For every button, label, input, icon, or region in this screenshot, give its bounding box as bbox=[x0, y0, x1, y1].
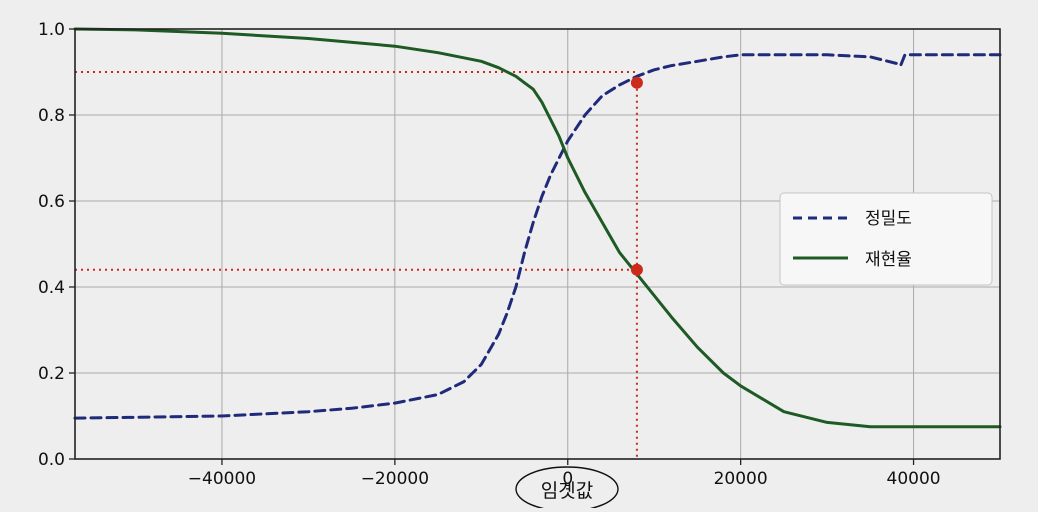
legend-box bbox=[779, 192, 993, 286]
series-lines bbox=[73, 27, 1002, 429]
y-tick-label: 0.2 bbox=[38, 364, 65, 384]
legend: 정밀도 재현율 bbox=[779, 192, 993, 286]
y-tick-label: 0.6 bbox=[38, 192, 65, 212]
y-tick-label: 1.0 bbox=[38, 20, 65, 40]
x-axis-label: 임곗값 bbox=[541, 480, 593, 502]
x-tick-label: 20000 bbox=[714, 469, 768, 489]
precision-threshold-point bbox=[630, 76, 643, 89]
y-tick-label: 0.0 bbox=[38, 450, 65, 470]
threshold-markers bbox=[630, 76, 643, 276]
precision-line bbox=[73, 53, 1002, 420]
x-tick-label: 40000 bbox=[887, 469, 941, 489]
x-axis-ticks: −40000 −20000 0 20000 40000 bbox=[188, 459, 941, 489]
y-axis-ticks: 0.0 0.2 0.4 0.6 0.8 1.0 bbox=[38, 20, 75, 470]
y-tick-label: 0.4 bbox=[38, 278, 65, 298]
y-tick-label: 0.8 bbox=[38, 106, 65, 126]
x-tick-label: 0 bbox=[562, 469, 573, 489]
threshold-guides bbox=[75, 71, 638, 459]
recall-line bbox=[73, 27, 1002, 429]
legend-precision-label: 정밀도 bbox=[865, 209, 912, 229]
x-tick-label: −20000 bbox=[361, 469, 429, 489]
legend-recall-label: 재현율 bbox=[865, 250, 912, 270]
recall-threshold-point bbox=[630, 263, 643, 276]
plot-frame bbox=[74, 28, 1001, 460]
x-tick-label: −40000 bbox=[188, 469, 256, 489]
